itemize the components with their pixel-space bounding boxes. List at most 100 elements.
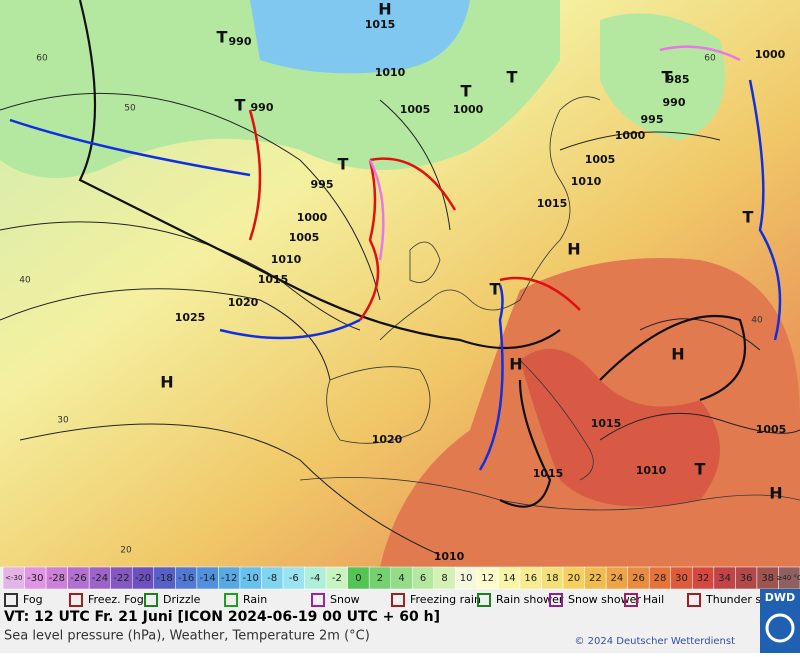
pressure-label: 985: [667, 73, 690, 86]
legend-icon: [549, 593, 563, 607]
pressure-label: 995: [311, 178, 334, 191]
legend-label: Drizzle: [163, 593, 201, 606]
pressure-label: 1015: [365, 18, 396, 31]
pressure-label: 1010: [571, 175, 602, 188]
pressure-center: H: [378, 0, 391, 19]
scale-label: 36: [740, 573, 753, 584]
scale-label: -18: [156, 573, 172, 584]
subtitle: Sea level pressure (hPa), Weather, Tempe…: [4, 629, 370, 644]
fronts: [9, 45, 782, 471]
pressure-center: T: [235, 96, 246, 115]
pressure-label: 1000: [453, 103, 484, 116]
pressure-label: 1010: [636, 464, 667, 477]
pressure-label: 1025: [175, 311, 206, 324]
legend-label: Snow: [330, 593, 360, 606]
legend-icon: [311, 593, 325, 607]
valid-time: VT: 12 UTC Fr. 21 Juni [ICON 2024-06-19 …: [4, 609, 440, 625]
scale-label: 18: [546, 573, 559, 584]
legend-icon: [391, 593, 405, 607]
scale-label: -22: [113, 573, 129, 584]
cold-region: [250, 0, 470, 74]
legend-icon: [224, 593, 238, 607]
pressure-label: 995: [641, 113, 664, 126]
legend-icon: [144, 593, 158, 607]
pressure-center: T: [217, 28, 228, 47]
scale-label: -4: [310, 573, 320, 584]
legend-label: Rain shower: [496, 593, 564, 606]
scale-label: 30: [675, 573, 688, 584]
pressure-label: 1005: [585, 153, 616, 166]
pressure-label: 1000: [755, 48, 786, 61]
legend: <-30 -30 -28 -26 -24 -22 -20 -18 -16 -14 -12 -10 -8-…: [0, 566, 800, 653]
scale-label: 12: [481, 573, 494, 584]
legend-icon: [69, 593, 83, 607]
pressure-center: H: [769, 484, 782, 503]
pressure-center: T: [662, 68, 673, 87]
scale-label: -6: [289, 573, 299, 584]
pressure-center: T: [695, 460, 706, 479]
pressure-center: H: [160, 373, 173, 392]
scale-label: -8: [267, 573, 277, 584]
pressure-center: T: [461, 82, 472, 101]
pressure-label: 990: [663, 96, 686, 109]
pressure-label: 990: [229, 35, 252, 48]
scale-label: -14: [199, 573, 215, 584]
legend-label: Fog: [23, 593, 43, 606]
latitude-label: 50: [124, 104, 136, 114]
legend-label: Freez. Fog: [88, 593, 144, 606]
pressure-center: H: [509, 355, 522, 374]
scale-label: 8: [441, 573, 447, 584]
scale-label: 28: [654, 573, 667, 584]
pressure-label: 1015: [591, 417, 622, 430]
scale-label: -10: [243, 573, 259, 584]
scale-label: 10: [460, 573, 473, 584]
legend-label: Hail: [643, 593, 664, 606]
latitude-label: 40: [751, 316, 763, 326]
hot-region: [520, 348, 720, 507]
scale-label: 16: [524, 573, 537, 584]
scale-label: 26: [632, 573, 645, 584]
cool-region: [600, 13, 725, 140]
scale-label: -12: [221, 573, 237, 584]
legend-icon: [477, 593, 491, 607]
scale-label: 14: [503, 573, 516, 584]
pressure-label: 1000: [615, 129, 646, 142]
pressure-label: 1015: [533, 467, 564, 480]
scale-label: 4: [398, 573, 404, 584]
pressure-label: 1010: [271, 253, 302, 266]
legend-icon: [4, 593, 18, 607]
scale-label: <-30: [5, 574, 22, 582]
isobars: [0, 92, 800, 556]
pressure-label: 1005: [756, 423, 787, 436]
scale-label: 6: [420, 573, 426, 584]
latitude-label: 60: [36, 54, 48, 64]
scale-label: -20: [135, 573, 151, 584]
latitude-label: 60: [704, 54, 716, 64]
latitude-label: 30: [57, 416, 69, 426]
scale-label: 22: [589, 573, 602, 584]
pressure-center: H: [671, 345, 684, 364]
pressure-label: 1010: [375, 66, 406, 79]
scale-label: 2: [377, 573, 383, 584]
logo: DWD: [765, 591, 795, 604]
scale-label: -16: [178, 573, 194, 584]
latitude-label: 20: [120, 546, 132, 556]
copyright: © 2024 Deutscher Wetterdienst: [574, 636, 735, 647]
scale-label: -26: [70, 573, 86, 584]
scale-label: 34: [718, 573, 731, 584]
pressure-label: 1015: [537, 197, 568, 210]
pressure-label: 1010: [434, 550, 465, 563]
legend-icon: [687, 593, 701, 607]
pressure-center: T: [743, 208, 754, 227]
logo-icon: [765, 613, 795, 643]
legend-icon: [624, 593, 638, 607]
scale-label: ≥40 °C: [777, 574, 800, 582]
legend-label: Snow shower: [568, 593, 641, 606]
scale-label: 0: [355, 573, 361, 584]
scale-label: -30: [27, 573, 43, 584]
latitude-label: 40: [19, 276, 31, 286]
scale-label: -28: [49, 573, 65, 584]
pressure-center: T: [338, 155, 349, 174]
